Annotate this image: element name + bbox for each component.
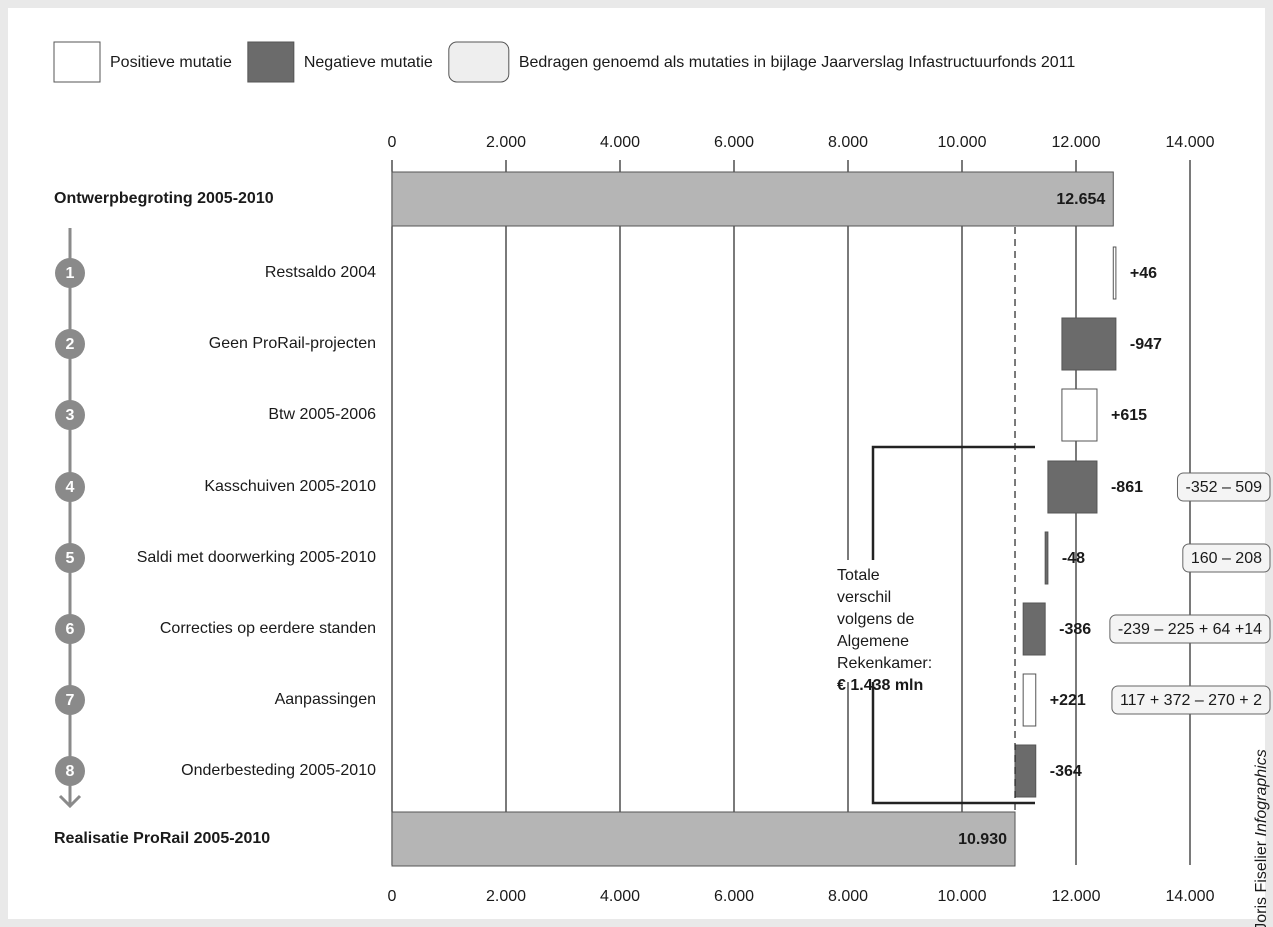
row-note: -239 – 225 + 64 +14: [1118, 621, 1262, 638]
total-bar: [391, 171, 1114, 227]
step-bar: [1022, 602, 1046, 656]
step-badge: [55, 258, 85, 288]
category-label: Realisatie ProRail 2005-2010: [54, 830, 270, 847]
legend-label: Bedragen genoemd als mutaties in bijlage…: [519, 54, 1076, 71]
credit-name: Joris Fiselier: [1253, 840, 1270, 927]
row-note: 160 – 208: [1191, 550, 1262, 567]
category-label: Geen ProRail-projecten: [209, 335, 376, 352]
row-note-box: [1182, 543, 1271, 573]
x-tick-label: 14.000: [1166, 134, 1215, 151]
x-tick-label: 0: [388, 134, 397, 151]
step-badge: [55, 472, 85, 502]
timeline-arrow: [58, 794, 82, 809]
step-number: 7: [66, 692, 75, 709]
x-tick-label: 0: [388, 888, 397, 905]
step-number: 4: [66, 479, 75, 496]
credit-suffix: Infographics: [1253, 749, 1270, 836]
credit: Joris Fiselier Infographics: [1253, 749, 1270, 927]
value-label: -364: [1050, 763, 1082, 780]
category-label: Kasschuiven 2005-2010: [204, 478, 376, 495]
step-badge: [55, 543, 85, 573]
x-tick-label: 14.000: [1166, 888, 1215, 905]
value-label: 10.930: [958, 831, 1007, 848]
category-label: Onderbesteding 2005-2010: [181, 762, 376, 779]
category-label: Saldi met doorwerking 2005-2010: [137, 549, 376, 566]
x-tick-label: 4.000: [600, 888, 640, 905]
row-note-box: [1109, 614, 1271, 644]
step-badge: [55, 329, 85, 359]
x-tick-label: 8.000: [828, 888, 868, 905]
category-label: Restsaldo 2004: [265, 264, 376, 281]
total-bar: [391, 811, 1016, 867]
step-number: 3: [66, 407, 75, 424]
x-tick-label: 2.000: [486, 888, 526, 905]
step-badge: [55, 685, 85, 715]
row-note-box: [1176, 472, 1271, 502]
x-tick-label: 8.000: [828, 134, 868, 151]
x-tick-label: 4.000: [600, 134, 640, 151]
row-note-box: [1111, 685, 1271, 715]
legend-label: Positieve mutatie: [110, 54, 232, 71]
value-label: +46: [1130, 265, 1157, 282]
step-number: 5: [66, 550, 75, 567]
value-label: -48: [1062, 550, 1085, 567]
value-label: +221: [1050, 692, 1086, 709]
step-number: 2: [66, 336, 75, 353]
x-tick-label: 12.000: [1052, 888, 1101, 905]
step-bar: [1022, 673, 1037, 727]
value-label: -386: [1059, 621, 1091, 638]
x-tick-label: 6.000: [714, 134, 754, 151]
annotation-line: verschil: [837, 589, 891, 606]
step-bar: [1061, 317, 1117, 371]
category-label: Correcties op eerdere standen: [160, 620, 376, 637]
row-note: -352 – 509: [1185, 479, 1262, 496]
annotation-line: Rekenkamer:: [837, 655, 932, 672]
legend-label: Negatieve mutatie: [304, 54, 433, 71]
step-badge: [55, 756, 85, 786]
step-bar: [1112, 246, 1117, 300]
step-number: 8: [66, 763, 75, 780]
x-tick-label: 2.000: [486, 134, 526, 151]
category-label: Aanpassingen: [275, 691, 376, 708]
category-label: Ontwerpbegroting 2005-2010: [54, 190, 274, 207]
x-tick-label: 10.000: [938, 134, 987, 151]
x-tick-label: 6.000: [714, 888, 754, 905]
annotation-line: Totale: [837, 567, 880, 584]
step-number: 6: [66, 621, 75, 638]
value-label: 12.654: [1056, 191, 1105, 208]
category-label: Btw 2005-2006: [268, 406, 376, 423]
legend-swatch: [247, 41, 295, 83]
annotation-emphasis: € 1.438 mln: [837, 677, 923, 694]
legend-swatch: [448, 41, 510, 83]
row-note: 117 + 372 – 270 + 2: [1120, 692, 1262, 709]
step-number: 1: [66, 265, 75, 282]
step-bar: [1014, 744, 1037, 798]
step-badge: [55, 614, 85, 644]
annotation-line: Algemene: [837, 633, 909, 650]
step-badge: [55, 400, 85, 430]
annotation-line: volgens de: [837, 611, 914, 628]
step-bar: [1044, 531, 1049, 585]
value-label: +615: [1111, 407, 1147, 424]
annotation-bg: [832, 560, 944, 682]
step-bar: [1061, 388, 1098, 442]
x-tick-label: 10.000: [938, 888, 987, 905]
step-bar: [1047, 460, 1098, 514]
legend-swatch: [53, 41, 101, 83]
value-label: -861: [1111, 479, 1143, 496]
x-tick-label: 12.000: [1052, 134, 1101, 151]
value-label: -947: [1130, 336, 1162, 353]
